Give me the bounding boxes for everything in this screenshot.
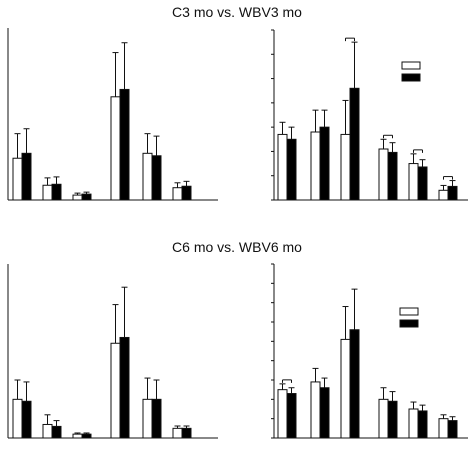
bar-wbv <box>81 193 92 201</box>
bar-wbv <box>349 87 360 201</box>
bar-wbv <box>447 185 458 201</box>
legend-swatch-control <box>399 307 419 316</box>
bar-control <box>277 133 288 201</box>
bar-control <box>72 194 83 201</box>
bar-wbv <box>81 433 92 439</box>
bar-control <box>408 163 419 201</box>
top-title: C3 mo vs. WBV3 mo <box>172 4 302 20</box>
bar-control <box>340 338 351 439</box>
bar-control <box>340 133 351 201</box>
legend-swatch-wbv <box>399 319 419 328</box>
bar-control <box>378 398 389 439</box>
legend-swatch-wbv <box>401 73 421 82</box>
bar-wbv <box>181 427 192 439</box>
panel-b <box>271 29 468 201</box>
bar-control <box>110 96 121 201</box>
bar-control <box>277 389 288 439</box>
bar-wbv <box>447 420 458 439</box>
bar-control <box>142 398 153 439</box>
bar-control <box>438 418 449 439</box>
bar-wbv <box>151 398 162 439</box>
bar-wbv <box>51 183 62 201</box>
bar-wbv <box>387 151 398 201</box>
bar-wbv <box>319 387 330 439</box>
panel-c <box>7 264 218 439</box>
bar-control <box>438 189 449 201</box>
bar-wbv <box>21 400 32 439</box>
bar-control <box>110 342 121 439</box>
bar-wbv <box>286 138 297 201</box>
bar-wbv <box>119 88 130 201</box>
bar-wbv <box>417 410 428 439</box>
bar-wbv <box>349 329 360 439</box>
bar-wbv <box>51 425 62 439</box>
bar-control <box>142 152 153 201</box>
bar-control <box>310 381 321 439</box>
bar-control <box>72 433 83 439</box>
legend-swatch-control <box>401 61 421 70</box>
bar-control <box>378 148 389 201</box>
bar-control <box>12 398 23 439</box>
bottom-title: C6 mo vs. WBV6 mo <box>172 239 302 255</box>
bar-control <box>310 131 321 201</box>
bar-control <box>172 187 183 201</box>
bar-control <box>172 427 183 439</box>
bar-control <box>42 184 53 201</box>
panel-a <box>7 28 218 201</box>
bar-wbv <box>286 393 297 439</box>
bar-wbv <box>417 166 428 201</box>
bar-wbv <box>151 155 162 201</box>
bar-wbv <box>119 336 130 439</box>
bar-control <box>408 408 419 439</box>
panel-d <box>271 263 468 439</box>
bar-control <box>12 157 23 201</box>
bar-wbv <box>21 152 32 201</box>
bar-wbv <box>319 126 330 201</box>
bar-wbv <box>387 400 398 439</box>
bar-control <box>42 423 53 439</box>
bar-wbv <box>181 185 192 201</box>
